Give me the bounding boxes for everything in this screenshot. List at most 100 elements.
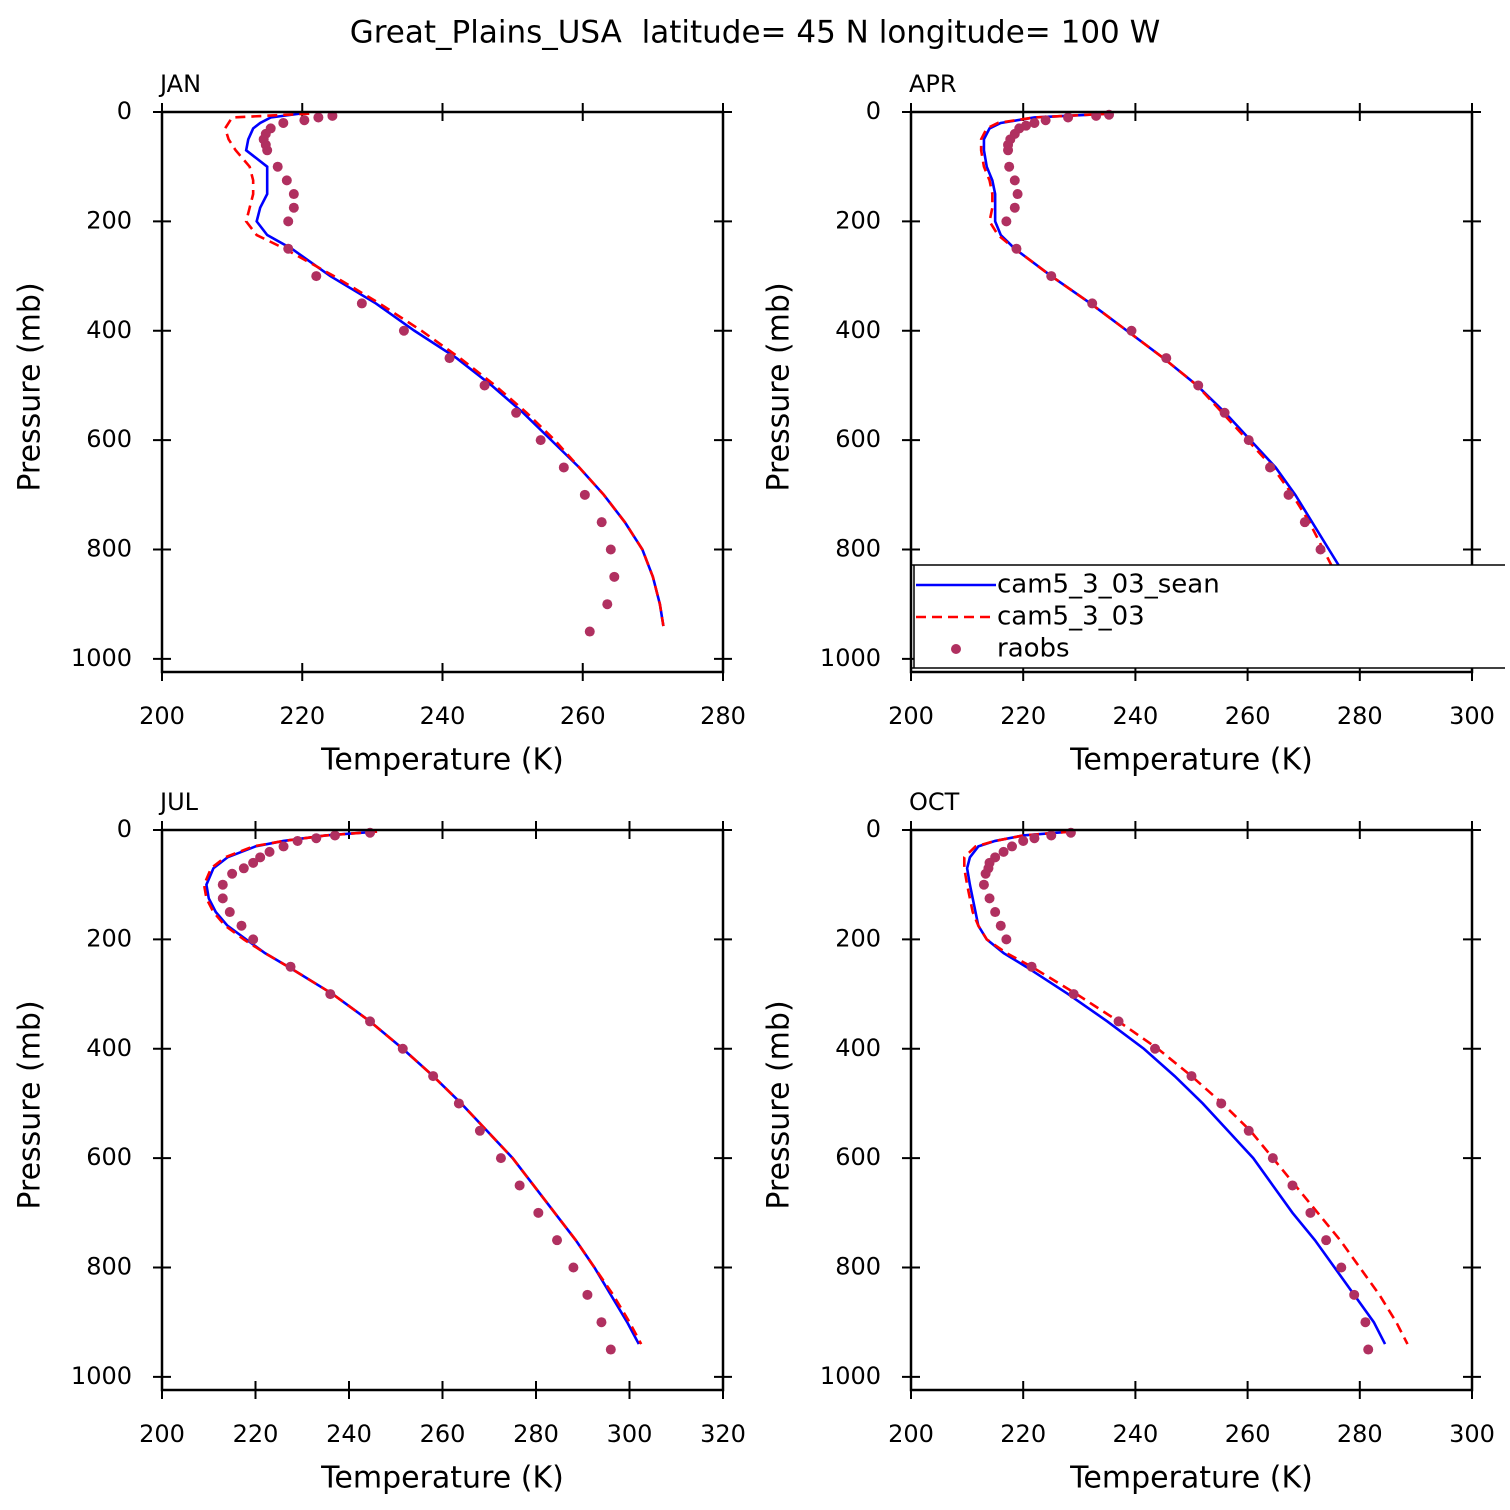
series bbox=[965, 830, 1387, 1345]
y-tick-label: 200 bbox=[835, 206, 881, 234]
obs-point bbox=[514, 1180, 525, 1191]
y-tick-label: 1000 bbox=[820, 644, 881, 672]
obs-point bbox=[1029, 833, 1040, 844]
panel-title: OCT bbox=[909, 788, 960, 816]
y-tick-label: 400 bbox=[86, 1034, 132, 1062]
obs-point bbox=[568, 1262, 579, 1273]
obs-point bbox=[217, 879, 228, 890]
obs-point bbox=[535, 435, 546, 446]
x-tick-label: 220 bbox=[1000, 702, 1046, 730]
obs-point bbox=[1068, 989, 1079, 1000]
obs-point bbox=[292, 835, 303, 846]
obs-point bbox=[1091, 110, 1102, 121]
obs-point bbox=[444, 353, 455, 364]
y-tick-label: 400 bbox=[835, 316, 881, 344]
y-tick-label: 600 bbox=[835, 1143, 881, 1171]
obs-point bbox=[238, 863, 249, 874]
x-tick-label: 300 bbox=[1449, 702, 1495, 730]
obs-point bbox=[479, 380, 490, 391]
x-tick-label: 280 bbox=[700, 702, 746, 730]
legend-swatch bbox=[951, 644, 961, 654]
obs-point bbox=[1004, 161, 1015, 172]
y-tick-label: 600 bbox=[835, 425, 881, 453]
obs-point bbox=[1087, 298, 1098, 309]
profile-line bbox=[244, 112, 665, 627]
obs-point bbox=[236, 920, 247, 931]
y-tick-label: 0 bbox=[866, 815, 881, 843]
obs-point bbox=[356, 298, 367, 309]
profile-line bbox=[962, 830, 1409, 1345]
obs-point bbox=[217, 893, 228, 904]
obs-point bbox=[1267, 1153, 1278, 1164]
plot-area bbox=[962, 827, 1409, 1355]
plot-area bbox=[979, 109, 1387, 637]
y-axis-label: Pressure (mb) bbox=[762, 1000, 797, 1209]
obs-point bbox=[1063, 112, 1074, 123]
obs-point bbox=[1299, 517, 1310, 528]
x-tick-label: 280 bbox=[513, 1420, 559, 1448]
plot-frame bbox=[160, 110, 725, 674]
obs-point bbox=[605, 1344, 616, 1355]
y-tick-label: 800 bbox=[835, 535, 881, 563]
obs-point bbox=[533, 1207, 544, 1218]
obs-point bbox=[1283, 489, 1294, 500]
obs-point bbox=[1243, 435, 1254, 446]
obs-point bbox=[980, 868, 991, 879]
x-tick-label: 240 bbox=[420, 702, 466, 730]
x-tick-label: 240 bbox=[326, 1420, 372, 1448]
obs-point bbox=[1046, 830, 1057, 841]
plot-frame bbox=[909, 110, 1474, 674]
legend-label: cam5_3_03 bbox=[997, 602, 1145, 632]
obs-point bbox=[1009, 175, 1020, 186]
y-tick-label: 400 bbox=[86, 316, 132, 344]
obs-point bbox=[1360, 1317, 1371, 1328]
x-tick-label: 200 bbox=[139, 1420, 185, 1448]
legend-label: raobs bbox=[997, 634, 1070, 664]
y-tick-label: 200 bbox=[86, 924, 132, 952]
x-tick-label: 260 bbox=[420, 1420, 466, 1448]
obs-point bbox=[1018, 835, 1029, 846]
obs-point bbox=[558, 462, 569, 473]
obs-point bbox=[1243, 1125, 1254, 1136]
obs-point bbox=[365, 1016, 376, 1027]
obs-point bbox=[1349, 1289, 1360, 1300]
obs-point bbox=[1216, 1098, 1227, 1109]
x-tick-label: 240 bbox=[1112, 702, 1158, 730]
y-tick-label: 200 bbox=[835, 924, 881, 952]
obs-point bbox=[1026, 961, 1037, 972]
obs-point bbox=[1161, 353, 1172, 364]
series bbox=[258, 110, 620, 637]
obs-point bbox=[1321, 1235, 1332, 1246]
x-tick-label: 320 bbox=[700, 1420, 746, 1448]
obs-point bbox=[264, 846, 275, 857]
obs-point bbox=[1040, 115, 1051, 126]
obs-point bbox=[285, 961, 296, 972]
y-tick-label: 400 bbox=[835, 1034, 881, 1062]
obs-point bbox=[224, 907, 235, 918]
obs-point bbox=[428, 1071, 439, 1082]
obs-point bbox=[1193, 380, 1204, 391]
obs-point bbox=[511, 407, 522, 418]
obs-point bbox=[474, 1125, 485, 1136]
obs-point bbox=[325, 989, 336, 1000]
obs-point bbox=[311, 271, 322, 282]
obs-point bbox=[596, 517, 607, 528]
x-tick-label: 300 bbox=[607, 1420, 653, 1448]
x-tick-label: 200 bbox=[139, 702, 185, 730]
obs-point bbox=[272, 161, 283, 172]
panel-title: JAN bbox=[158, 70, 201, 98]
y-tick-label: 600 bbox=[86, 425, 132, 453]
obs-point bbox=[1029, 117, 1040, 128]
obs-point bbox=[288, 202, 299, 213]
plot-area bbox=[223, 110, 665, 637]
x-tick-label: 200 bbox=[888, 1420, 934, 1448]
figure-title: Great_Plains_USA latitude= 45 N longitud… bbox=[350, 15, 1161, 51]
panel-title: APR bbox=[909, 70, 957, 98]
obs-point bbox=[311, 833, 322, 844]
obs-point bbox=[283, 243, 294, 254]
obs-point bbox=[1126, 325, 1137, 336]
y-tick-label: 800 bbox=[86, 1253, 132, 1281]
y-tick-label: 600 bbox=[86, 1143, 132, 1171]
series bbox=[202, 830, 643, 1345]
obs-point bbox=[990, 907, 1001, 918]
